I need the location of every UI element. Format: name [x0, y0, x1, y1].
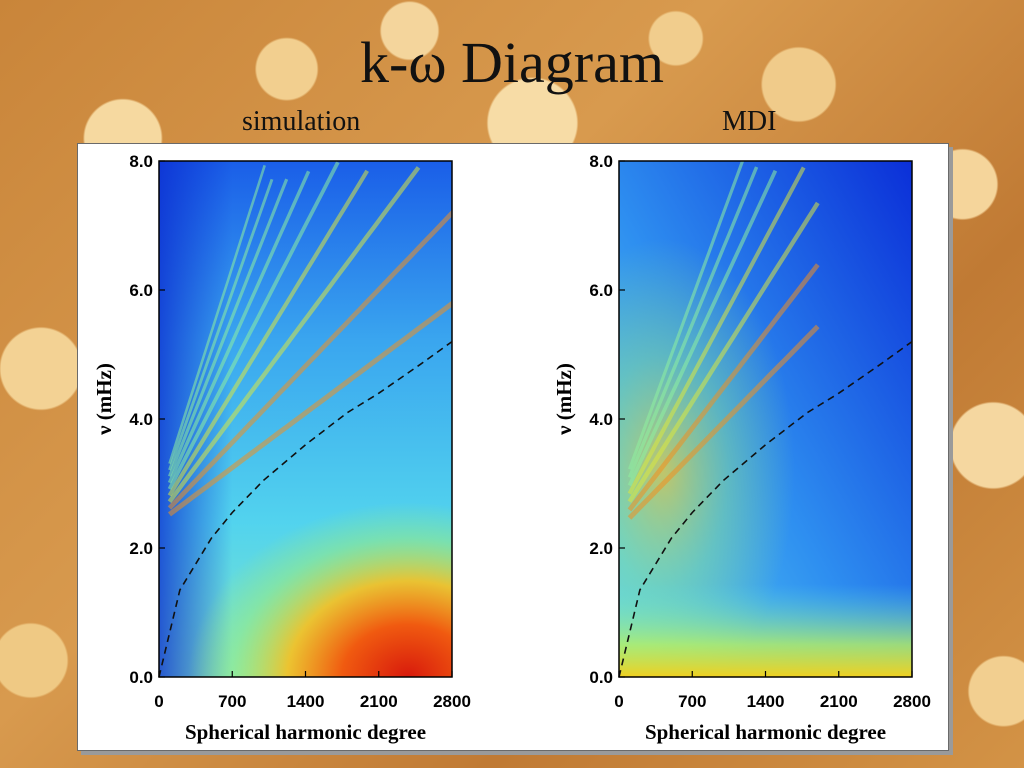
x-tick-label: 700	[218, 692, 246, 711]
x-tick-label: 2100	[820, 692, 858, 711]
y-tick-label: 2.0	[129, 539, 153, 558]
simulation-heatmap	[159, 161, 452, 677]
mode-ridge	[167, 161, 340, 490]
y-tick-label: 2.0	[589, 539, 613, 558]
y-tick-label: 8.0	[129, 152, 153, 171]
x-tick-label: 2800	[893, 692, 931, 711]
mdi-ridges	[627, 161, 820, 520]
simulation-ridges	[167, 161, 452, 517]
x-axis-label: Spherical harmonic degree	[645, 720, 886, 744]
f-mode-curve	[158, 340, 453, 678]
y-tick-label: 4.0	[129, 410, 153, 429]
mode-ridge	[167, 169, 369, 497]
y-tick-label: 8.0	[589, 152, 613, 171]
x-tick-label: 2100	[360, 692, 398, 711]
x-tick-label: 1400	[747, 692, 785, 711]
mode-ridge	[627, 166, 759, 478]
x-tick-label: 0	[154, 692, 163, 711]
mode-ridge	[627, 324, 820, 520]
mode-ridge	[627, 166, 806, 495]
y-tick-label: 0.0	[589, 668, 613, 687]
charts-svg: 0 700 1400 2100 2800 0.0 2.0 4.0 6.0 8.0 Spherical…	[92, 152, 931, 744]
mode-ridge	[167, 300, 452, 517]
mode-ridge	[168, 178, 289, 477]
mode-ridge	[167, 170, 311, 484]
mdi-heatmap	[619, 161, 912, 677]
x-tick-label: 700	[678, 692, 706, 711]
mode-ridge	[627, 263, 820, 512]
x-tick-label: 1400	[287, 692, 325, 711]
mode-ridge	[627, 161, 745, 470]
mdi-label: MDI	[722, 106, 777, 137]
x-tick-label: 2800	[433, 692, 471, 711]
y-tick-label: 0.0	[129, 668, 153, 687]
slide-title: k-ω Diagram	[360, 30, 664, 95]
mdi-axes: 0 700 1400 2100 2800 0.0 2.0 4.0 6.0 8.0 Spherical…	[552, 152, 931, 744]
y-axis-label: ν (mHz)	[552, 363, 576, 436]
f-mode-curve	[618, 340, 913, 678]
y-axis-label: ν (mHz)	[92, 363, 116, 436]
simulation-axes: 0 700 1400 2100 2800 0.0 2.0 4.0 6.0 8.0 Spherical…	[92, 152, 471, 744]
y-tick-label: 6.0	[589, 281, 613, 300]
x-axis-label: Spherical harmonic degree	[185, 720, 426, 744]
y-tick-label: 4.0	[589, 410, 613, 429]
mode-ridge	[627, 169, 778, 487]
x-tick-label: 0	[614, 692, 623, 711]
y-tick-label: 6.0	[129, 281, 153, 300]
mode-ridge	[168, 164, 266, 464]
mode-ridge	[627, 201, 820, 503]
mode-ridge	[168, 178, 274, 471]
mode-ridge	[167, 166, 421, 504]
mode-ridge	[167, 209, 452, 510]
figure-frame: 0 700 1400 2100 2800 0.0 2.0 4.0 6.0 8.0 Spherical…	[77, 143, 949, 751]
simulation-label: simulation	[242, 106, 361, 137]
